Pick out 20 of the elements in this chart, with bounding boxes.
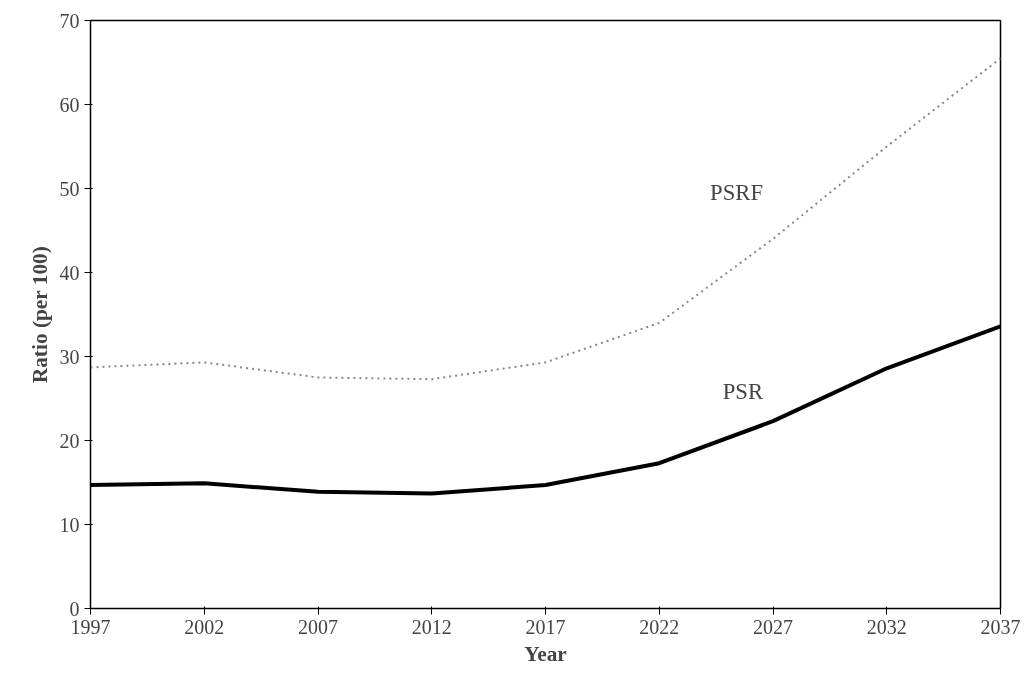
y-tick-label: 40	[59, 261, 80, 284]
x-tick-label: 2007	[298, 615, 338, 638]
y-tick-label: 70	[59, 9, 80, 32]
series-label: PSR	[722, 379, 764, 405]
y-tick-label: 30	[59, 345, 80, 368]
y-tick-label: 20	[59, 429, 80, 452]
x-tick-label: 2037	[980, 615, 1021, 638]
series-label: PSRF	[710, 180, 764, 206]
x-tick-label: 2032	[866, 615, 907, 638]
y-axis-title: Ratio (per 100)	[27, 246, 52, 384]
x-tick-label: 2002	[184, 615, 225, 638]
y-tick-label: 60	[59, 93, 80, 116]
x-tick-label: 2027	[753, 615, 793, 638]
line-series	[90, 57, 1001, 381]
y-tick-label: 10	[59, 513, 80, 536]
x-tick-label: 2022	[639, 615, 680, 638]
x-axis-title: Year	[524, 641, 568, 666]
y-tick-label: 50	[59, 177, 80, 200]
x-tick-label: 2017	[525, 615, 566, 638]
x-tick-label: 2012	[411, 615, 452, 638]
